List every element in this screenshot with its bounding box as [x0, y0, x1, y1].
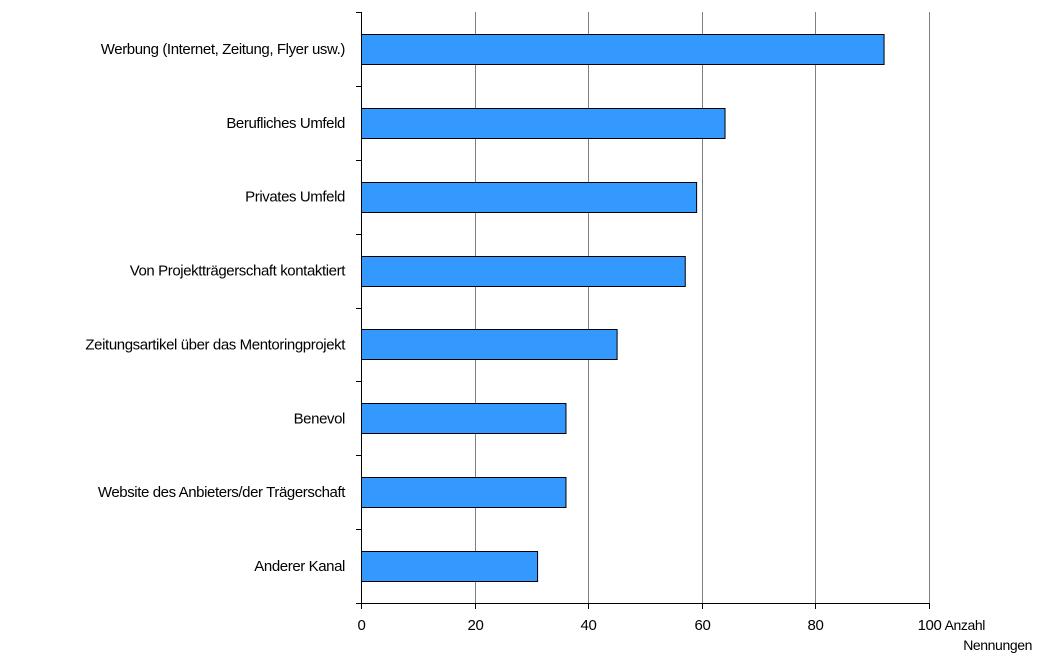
category-label-8: Anderer Kanal [254, 558, 345, 575]
category-label-1: Werbung (Internet, Zeitung, Flyer usw.) [101, 41, 346, 58]
x-tick-label-40: 40 [581, 617, 597, 634]
x-axis-title: Anzahl Nennungen [945, 617, 1032, 653]
bar-8 [361, 551, 539, 582]
x-tick-label-0: 0 [358, 617, 366, 634]
x-axis-title-line-1: Anzahl [945, 617, 986, 633]
category-label-4: Von Projektträgerschaft kontaktiert [130, 263, 347, 280]
bar-4 [361, 256, 686, 287]
x-tick-label-100: 100 [918, 617, 942, 634]
axes [356, 12, 930, 609]
bar-1 [361, 34, 885, 65]
bar-6 [361, 403, 567, 434]
category-label-5: Zeitungsartikel über das Mentoringprojek… [85, 336, 346, 353]
bar-2 [361, 108, 726, 139]
x-tick-label-60: 60 [695, 617, 711, 634]
labels: 0 20 40 60 80 100 Werbung (Internet, Zeitung, … [85, 41, 1032, 653]
bars [361, 34, 885, 582]
category-label-6: Benevol [294, 410, 345, 427]
category-label-2: Berufliches Umfeld [226, 115, 345, 132]
bar-7 [361, 477, 567, 508]
category-label-3: Privates Umfeld [245, 189, 345, 206]
x-axis-title-line-2: Nennungen [963, 637, 1032, 653]
gridlines [475, 12, 930, 603]
x-tick-label-80: 80 [808, 617, 824, 634]
x-tick-label-20: 20 [468, 617, 484, 634]
bar-3 [361, 182, 698, 213]
bar-5 [361, 329, 618, 360]
category-label-7: Website des Anbieters/der Trägerschaft [98, 484, 346, 501]
